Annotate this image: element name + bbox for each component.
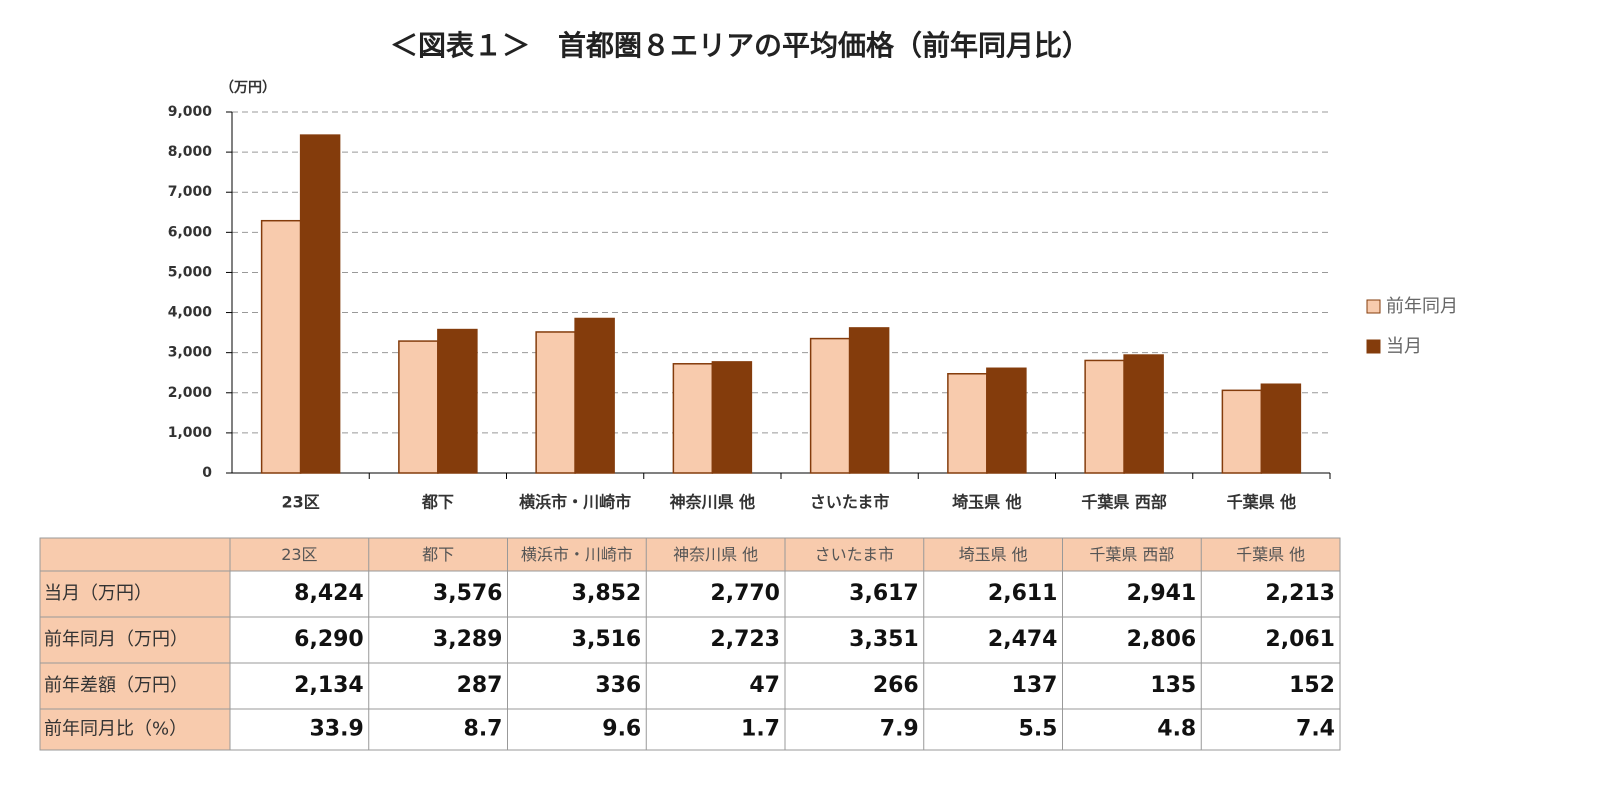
bar	[809, 337, 851, 474]
table-cell: 2,941	[1127, 581, 1197, 606]
table-cell: 137	[1012, 673, 1058, 698]
table-cell: 3,576	[433, 581, 503, 606]
table-cell: 47	[749, 673, 780, 698]
bar	[1084, 359, 1125, 474]
x-tick-label: さいたま市	[810, 493, 890, 512]
table-header: 都下	[422, 545, 454, 564]
y-tick-label: 8,000	[168, 144, 213, 160]
table-row-bg	[229, 708, 1341, 751]
bar	[398, 340, 439, 474]
bar	[711, 361, 753, 474]
table-cell: 2,213	[1265, 581, 1335, 606]
y-tick-label: 5,000	[168, 264, 213, 280]
table-cell: 8,424	[294, 581, 364, 606]
table-cell: 3,289	[433, 627, 503, 652]
table-header: 神奈川県 他	[673, 545, 758, 564]
table-cell: 287	[457, 673, 503, 698]
table-row-label: 前年同月（万円）	[44, 629, 188, 650]
table-row-header-bg	[39, 616, 231, 664]
y-tick-label: 6,000	[168, 224, 213, 240]
table-cell: 1.7	[741, 717, 780, 742]
table-row-header-bg	[39, 662, 231, 710]
legend-label: 当月	[1386, 336, 1422, 357]
table-header: 23区	[281, 545, 317, 564]
table-cell: 2,611	[988, 581, 1058, 606]
table-cell: 9.6	[602, 717, 641, 742]
chart-title: ＜図表１＞ 首都圏８エリアの平均価格（前年同月比）	[390, 29, 1090, 62]
x-tick-label: 神奈川県 他	[670, 493, 756, 512]
bar	[574, 317, 615, 474]
y-tick-label: 3,000	[168, 345, 213, 361]
table-cell: 135	[1150, 673, 1196, 698]
table-header: 埼玉県 他	[959, 545, 1028, 564]
table-cell: 4.8	[1157, 717, 1196, 742]
y-unit-label: （万円）	[220, 80, 276, 96]
bar	[299, 134, 341, 474]
x-tick-label: 千葉県 他	[1227, 493, 1297, 512]
table-cell: 7.9	[880, 717, 919, 742]
y-tick-label: 4,000	[168, 305, 213, 321]
table-cell: 2,474	[988, 627, 1058, 652]
table-cell: 336	[595, 673, 641, 698]
table-row-label: 前年差額（万円）	[44, 675, 188, 696]
bar	[260, 219, 302, 474]
table-cell: 2,806	[1127, 627, 1197, 652]
y-tick-label: 2,000	[168, 385, 213, 401]
table-cell: 2,061	[1265, 627, 1335, 652]
bar	[1260, 383, 1302, 474]
table-cell: 7.4	[1296, 717, 1335, 742]
table-cell: 3,852	[572, 581, 642, 606]
bar	[1123, 354, 1164, 474]
x-tick-label: 埼玉県 他	[952, 493, 1022, 512]
table-row-label: 前年同月比（%）	[44, 719, 187, 740]
table-row-header-bg	[39, 570, 231, 618]
bar	[437, 328, 478, 474]
bar	[986, 367, 1027, 474]
x-tick-label: 千葉県 西部	[1081, 493, 1167, 512]
table-cell: 33.9	[309, 717, 363, 742]
y-tick-label: 7,000	[168, 184, 213, 200]
legend-swatch	[1366, 299, 1381, 314]
y-tick-label: 1,000	[168, 425, 213, 441]
table-row-label: 当月（万円）	[44, 583, 152, 604]
legend-label: 前年同月	[1386, 296, 1458, 317]
table-cell: 2,770	[710, 581, 780, 606]
table-cell: 5.5	[1019, 717, 1058, 742]
table-header: 横浜市・川崎市	[521, 545, 633, 564]
table-header: 千葉県 西部	[1089, 545, 1174, 564]
bar	[672, 363, 714, 474]
bar	[1221, 389, 1263, 474]
bar	[947, 373, 988, 474]
table-header: 千葉県 他	[1236, 545, 1305, 564]
table-header: さいたま市	[815, 545, 895, 564]
bar	[535, 331, 576, 474]
table-cell: 6,290	[294, 627, 364, 652]
y-tick-label: 9,000	[168, 104, 213, 120]
table-cell: 3,617	[849, 581, 919, 606]
bar	[848, 327, 890, 474]
table-cell: 2,723	[710, 627, 780, 652]
table-cell: 2,134	[294, 673, 364, 698]
x-tick-label: 23区	[281, 493, 319, 512]
table-cell: 152	[1289, 673, 1335, 698]
table-row-header-bg	[39, 708, 231, 751]
table-cell: 266	[873, 673, 919, 698]
x-tick-label: 横浜市・川崎市	[519, 493, 631, 512]
table-cell: 3,516	[572, 627, 642, 652]
x-tick-label: 都下	[421, 493, 454, 512]
table-cell: 3,351	[849, 627, 919, 652]
y-tick-label: 0	[202, 465, 212, 481]
legend-swatch	[1366, 339, 1381, 354]
table-cell: 8.7	[464, 717, 503, 742]
